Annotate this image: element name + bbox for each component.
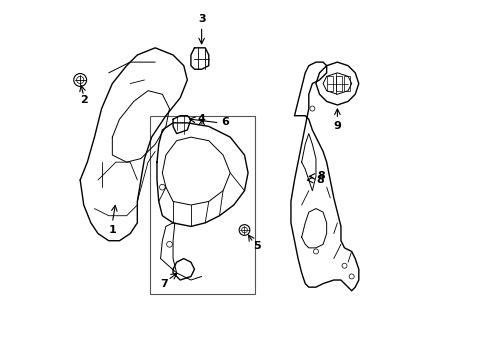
Text: 4: 4 [197, 114, 205, 124]
Text: 8: 8 [315, 175, 323, 185]
Bar [326, 76, 332, 91]
Bar [335, 76, 341, 91]
Text: 7: 7 [160, 279, 168, 289]
Text: 3: 3 [198, 14, 205, 24]
Text: 6: 6 [221, 117, 228, 127]
Text: 1: 1 [108, 225, 116, 235]
Text: 9: 9 [333, 121, 341, 131]
Bar [343, 76, 349, 91]
Text: 8: 8 [317, 171, 325, 181]
Bar [149, 116, 255, 294]
Text: 5: 5 [253, 241, 260, 251]
Text: 2: 2 [80, 95, 87, 105]
